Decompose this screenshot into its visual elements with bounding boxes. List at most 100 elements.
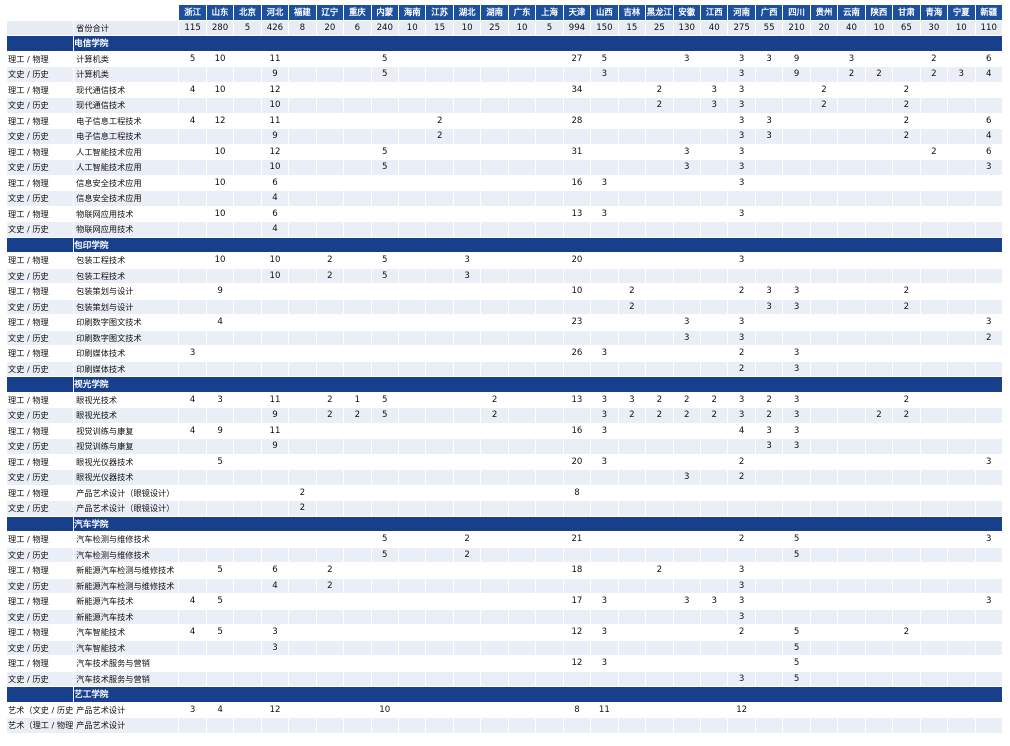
quota-cell xyxy=(810,191,839,207)
quota-cell: 5 xyxy=(371,253,399,269)
quota-cell xyxy=(426,82,454,98)
quota-cell xyxy=(673,423,701,439)
quota-cell xyxy=(618,98,647,114)
quota-cell xyxy=(810,454,839,470)
quota-cell: 12 xyxy=(261,144,290,160)
quota-cell: 3 xyxy=(591,594,619,610)
subject-category: 理工 / 物理 xyxy=(7,253,75,269)
quota-cell xyxy=(700,206,729,222)
quota-cell: 4 xyxy=(728,423,756,439)
quota-cell: 2 xyxy=(316,392,345,408)
quota-cell xyxy=(700,702,729,718)
quota-cell: 5 xyxy=(179,51,207,67)
quota-cell xyxy=(975,361,1003,377)
major-name: 产品艺术设计（眼镜设计） xyxy=(74,485,180,501)
quota-cell xyxy=(481,82,509,98)
quota-cell xyxy=(838,470,866,486)
quota-cell: 9 xyxy=(261,439,290,455)
quota-cell xyxy=(920,175,949,191)
table-row: 理工 / 物理 人工智能技术应用 10 12 5 31 3 3 2 6 xyxy=(7,144,1003,160)
quota-cell xyxy=(179,284,207,300)
quota-cell xyxy=(673,113,701,129)
quota-cell xyxy=(371,129,399,145)
quota-cell xyxy=(426,299,454,315)
quota-cell: 3 xyxy=(755,113,784,129)
quota-cell xyxy=(344,501,372,517)
quota-cell: 2 xyxy=(810,98,839,114)
quota-cell: 3 xyxy=(728,563,756,579)
quota-cell xyxy=(838,361,866,377)
quota-cell xyxy=(316,191,345,207)
quota-cell xyxy=(893,656,921,672)
quota-cell xyxy=(234,160,262,176)
quota-cell xyxy=(948,346,976,362)
quota-cell xyxy=(481,51,509,67)
quota-cell xyxy=(179,67,207,83)
quota-cell xyxy=(399,160,427,176)
quota-cell xyxy=(289,98,317,114)
subject-category: 理工 / 物理 xyxy=(7,454,75,470)
quota-cell: 2 xyxy=(646,82,674,98)
quota-cell xyxy=(618,485,647,501)
quota-cell xyxy=(371,671,399,687)
quota-cell xyxy=(426,330,454,346)
province-header: 安徽 xyxy=(673,5,701,21)
major-name: 人工智能技术应用 xyxy=(74,144,180,160)
quota-cell xyxy=(563,160,592,176)
quota-cell xyxy=(838,98,866,114)
quota-cell xyxy=(261,330,290,346)
total-cell: 55 xyxy=(755,20,784,36)
quota-cell xyxy=(453,175,482,191)
quota-cell xyxy=(755,346,784,362)
quota-cell xyxy=(700,315,729,331)
quota-cell xyxy=(179,609,207,625)
quota-cell: 3 xyxy=(755,129,784,145)
quota-cell xyxy=(865,144,894,160)
quota-cell xyxy=(948,160,976,176)
quota-cell xyxy=(536,718,564,734)
quota-cell: 2 xyxy=(646,563,674,579)
quota-cell xyxy=(371,423,399,439)
quota-cell xyxy=(865,485,894,501)
quota-cell xyxy=(399,423,427,439)
quota-cell xyxy=(920,454,949,470)
quota-cell xyxy=(646,594,674,610)
quota-cell xyxy=(261,299,290,315)
quota-cell xyxy=(646,656,674,672)
quota-cell xyxy=(536,625,564,641)
college-header-row: 汽车学院 xyxy=(7,516,1003,532)
quota-cell xyxy=(755,67,784,83)
quota-cell xyxy=(399,330,427,346)
quota-cell xyxy=(810,315,839,331)
subject-category: 理工 / 物理 xyxy=(7,284,75,300)
quota-cell xyxy=(261,609,290,625)
quota-cell xyxy=(426,640,454,656)
quota-cell xyxy=(865,222,894,238)
quota-cell xyxy=(591,640,619,656)
quota-cell xyxy=(508,346,537,362)
quota-cell: 4 xyxy=(261,222,290,238)
quota-cell xyxy=(810,268,839,284)
quota-cell xyxy=(755,485,784,501)
quota-cell xyxy=(344,547,372,563)
subject-category: 文史 / 历史 xyxy=(7,129,75,145)
quota-cell xyxy=(289,268,317,284)
subject-category: 理工 / 物理 xyxy=(7,144,75,160)
quota-cell xyxy=(234,82,262,98)
quota-cell xyxy=(563,547,592,563)
quota-cell xyxy=(316,82,345,98)
quota-cell xyxy=(508,206,537,222)
quota-cell xyxy=(399,284,427,300)
quota-cell xyxy=(481,160,509,176)
quota-cell xyxy=(563,67,592,83)
quota-cell xyxy=(865,439,894,455)
quota-cell: 3 xyxy=(783,284,811,300)
quota-cell: 6 xyxy=(261,175,290,191)
quota-cell xyxy=(975,299,1003,315)
quota-cell xyxy=(426,144,454,160)
quota-cell xyxy=(316,113,345,129)
table-row: 文史 / 历史 信息安全技术应用 4 xyxy=(7,191,1003,207)
quota-cell xyxy=(481,268,509,284)
quota-cell xyxy=(810,129,839,145)
quota-cell xyxy=(618,454,647,470)
